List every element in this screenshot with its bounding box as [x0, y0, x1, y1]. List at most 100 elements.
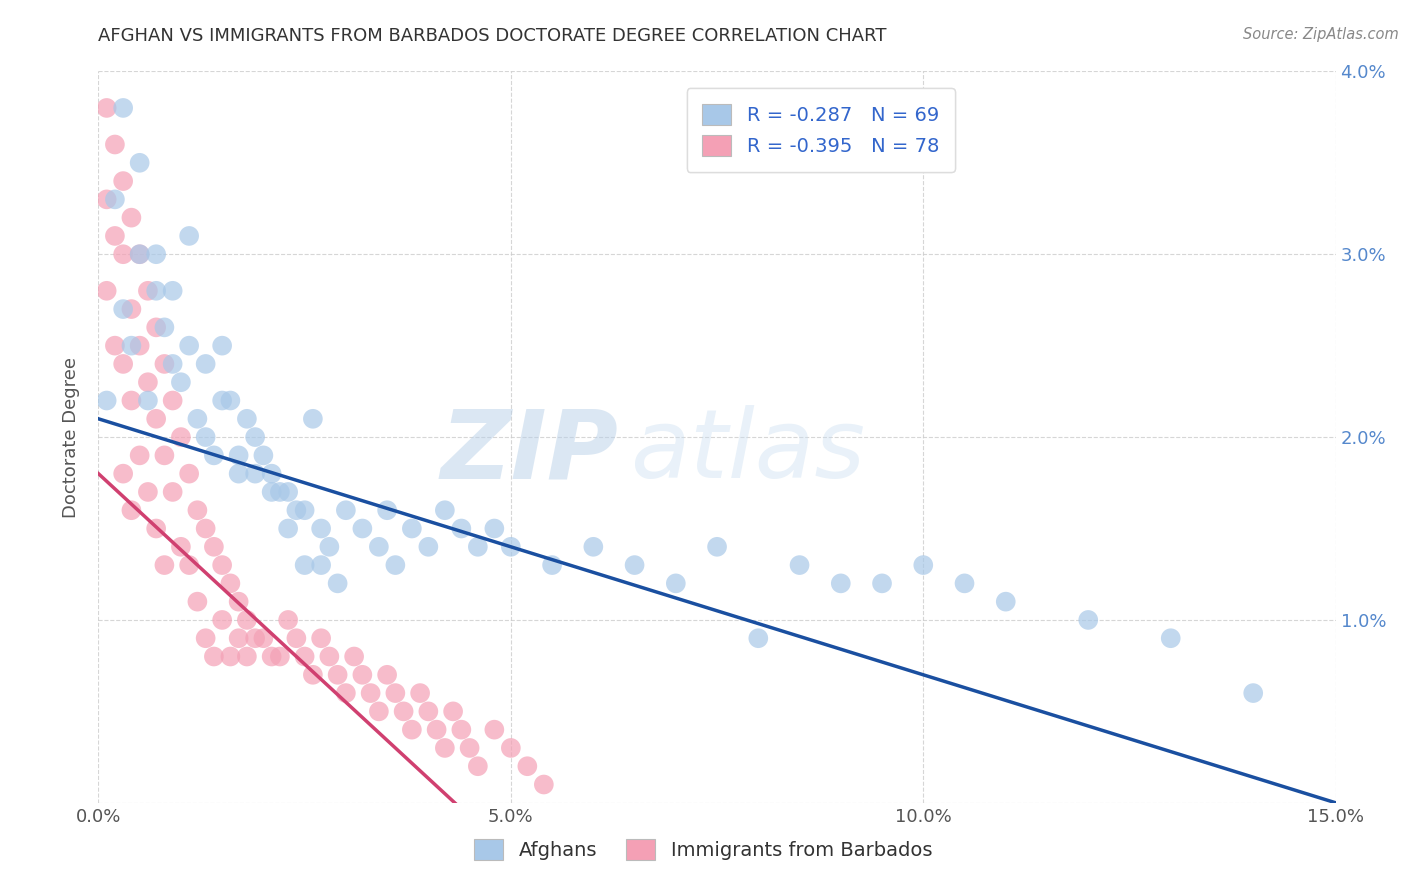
- Point: [326, 576, 349, 591]
- Point: [360, 686, 382, 700]
- Point: [128, 449, 150, 463]
- Point: [104, 137, 127, 152]
- Point: [243, 632, 266, 646]
- Point: [104, 228, 127, 243]
- Point: [179, 228, 201, 243]
- Point: [128, 155, 150, 169]
- Point: [260, 467, 283, 481]
- Point: [484, 723, 506, 737]
- Point: [112, 301, 135, 317]
- Point: [194, 430, 217, 444]
- Text: AFGHAN VS IMMIGRANTS FROM BARBADOS DOCTORATE DEGREE CORRELATION CHART: AFGHAN VS IMMIGRANTS FROM BARBADOS DOCTO…: [98, 27, 887, 45]
- Point: [112, 247, 135, 261]
- Point: [450, 521, 472, 535]
- Point: [211, 558, 233, 573]
- Point: [912, 558, 935, 573]
- Point: [409, 686, 432, 700]
- Point: [162, 485, 184, 500]
- Point: [145, 320, 167, 334]
- Point: [186, 412, 208, 426]
- Point: [1160, 632, 1182, 646]
- Point: [1077, 613, 1099, 627]
- Point: [269, 485, 291, 500]
- Point: [367, 705, 389, 719]
- Point: [128, 338, 150, 352]
- Point: [136, 376, 159, 390]
- Point: [285, 632, 308, 646]
- Point: [120, 503, 142, 517]
- Point: [96, 101, 118, 115]
- Point: [112, 174, 135, 188]
- Point: [343, 649, 366, 664]
- Point: [318, 540, 340, 554]
- Point: [260, 485, 283, 500]
- Point: [194, 357, 217, 371]
- Point: [484, 521, 506, 535]
- Point: [179, 338, 201, 352]
- Point: [953, 576, 976, 591]
- Text: Source: ZipAtlas.com: Source: ZipAtlas.com: [1243, 27, 1399, 42]
- Point: [499, 540, 522, 554]
- Point: [252, 449, 274, 463]
- Point: [582, 540, 605, 554]
- Point: [467, 540, 489, 554]
- Point: [136, 485, 159, 500]
- Point: [294, 649, 316, 664]
- Point: [277, 613, 299, 627]
- Point: [352, 521, 374, 535]
- Point: [153, 558, 176, 573]
- Point: [367, 540, 389, 554]
- Point: [202, 540, 225, 554]
- Point: [830, 576, 852, 591]
- Point: [269, 649, 291, 664]
- Point: [384, 558, 406, 573]
- Point: [145, 412, 167, 426]
- Point: [392, 705, 415, 719]
- Point: [441, 705, 464, 719]
- Point: [104, 338, 127, 352]
- Point: [384, 686, 406, 700]
- Point: [236, 613, 259, 627]
- Point: [418, 540, 440, 554]
- Point: [145, 521, 167, 535]
- Point: [665, 576, 688, 591]
- Point: [211, 338, 233, 352]
- Point: [228, 449, 250, 463]
- Point: [309, 521, 332, 535]
- Point: [516, 759, 538, 773]
- Point: [104, 192, 127, 206]
- Point: [112, 357, 135, 371]
- Point: [120, 338, 142, 352]
- Point: [335, 503, 357, 517]
- Point: [467, 759, 489, 773]
- Point: [401, 723, 423, 737]
- Point: [228, 467, 250, 481]
- Point: [994, 594, 1017, 608]
- Point: [112, 101, 135, 115]
- Point: [162, 393, 184, 408]
- Point: [309, 632, 332, 646]
- Point: [277, 485, 299, 500]
- Point: [401, 521, 423, 535]
- Point: [302, 667, 325, 681]
- Point: [418, 705, 440, 719]
- Legend: R = -0.287   N = 69, R = -0.395   N = 78: R = -0.287 N = 69, R = -0.395 N = 78: [686, 88, 955, 171]
- Point: [228, 594, 250, 608]
- Point: [194, 632, 217, 646]
- Point: [236, 649, 259, 664]
- Point: [252, 632, 274, 646]
- Point: [120, 301, 142, 317]
- Point: [499, 740, 522, 755]
- Point: [153, 320, 176, 334]
- Point: [541, 558, 564, 573]
- Point: [309, 558, 332, 573]
- Point: [219, 576, 242, 591]
- Legend: Afghans, Immigrants from Barbados: Afghans, Immigrants from Barbados: [460, 825, 946, 873]
- Point: [145, 284, 167, 298]
- Point: [1241, 686, 1264, 700]
- Point: [186, 594, 208, 608]
- Text: ZIP: ZIP: [440, 405, 619, 499]
- Point: [260, 649, 283, 664]
- Text: atlas: atlas: [630, 405, 866, 499]
- Point: [170, 540, 193, 554]
